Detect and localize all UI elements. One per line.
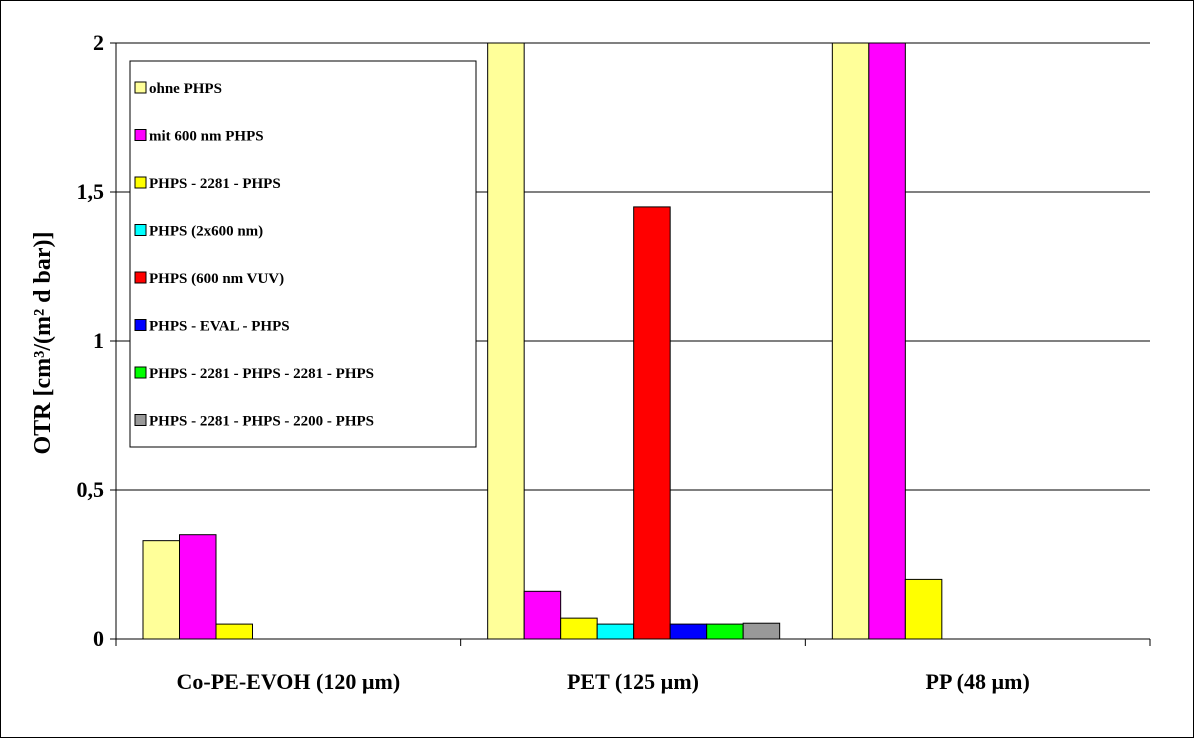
- bar: [868, 42, 906, 640]
- legend-label: PHPS - 2281 - PHPS: [149, 176, 281, 192]
- bar: [179, 534, 217, 640]
- legend-swatch: [134, 176, 147, 189]
- bar: [633, 206, 671, 640]
- y-tick-label: 0: [93, 626, 104, 651]
- y-tick-label: 2: [93, 30, 104, 55]
- y-tick-label: 1: [93, 328, 104, 353]
- y-tick-label: 1,5: [77, 179, 105, 204]
- axes: [110, 42, 1151, 646]
- y-tick-labels: 0 0,5 1 1,5 2: [77, 30, 105, 651]
- bar: [904, 578, 943, 640]
- legend-swatch: [134, 271, 147, 284]
- x-category-label: Co-PE-EVOH (120 µm): [177, 669, 401, 694]
- legend-swatch: [134, 81, 147, 94]
- bar: [669, 623, 708, 640]
- legend-label: PHPS (2x600 nm): [149, 224, 263, 240]
- bars: [142, 42, 943, 640]
- legend-swatch: [134, 366, 147, 379]
- legend-swatch: [134, 129, 147, 141]
- bar: [215, 623, 253, 640]
- legend-swatch: [134, 414, 147, 426]
- legend-label: ohne PHPS: [149, 81, 222, 97]
- y-tick-label: 0,5: [77, 477, 105, 502]
- bar: [742, 622, 781, 640]
- bar: [706, 623, 744, 640]
- legend: ohne PHPS mit 600 nm PHPS PHPS - 2281 - PH…: [129, 60, 477, 448]
- x-category-labels: Co-PE-EVOH (120 µm) PET (125 µm) PP (48 µm…: [177, 669, 1030, 694]
- bar: [142, 540, 180, 640]
- x-category-label: PP (48 µm): [926, 669, 1030, 694]
- legend-box: [129, 60, 477, 448]
- bar: [831, 42, 870, 640]
- legend-swatch: [134, 224, 147, 236]
- legend-label: PHPS - EVAL - PHPS: [149, 319, 290, 335]
- y-axis-title: OTR [cm³/(m² d bar)]: [30, 231, 56, 454]
- legend-label: PHPS - 2281 - PHPS - 2281 - PHPS: [149, 366, 374, 382]
- legend-label: PHPS - 2281 - PHPS - 2200 - PHPS: [149, 414, 374, 430]
- legend-swatch: [134, 319, 147, 331]
- legend-label: PHPS (600 nm VUV): [149, 271, 284, 287]
- legend-label: mit 600 nm PHPS: [149, 129, 264, 145]
- bar: [560, 617, 598, 640]
- bar: [487, 42, 525, 640]
- x-category-label: PET (125 µm): [567, 669, 699, 694]
- bar: [523, 590, 562, 640]
- bar: [596, 623, 635, 640]
